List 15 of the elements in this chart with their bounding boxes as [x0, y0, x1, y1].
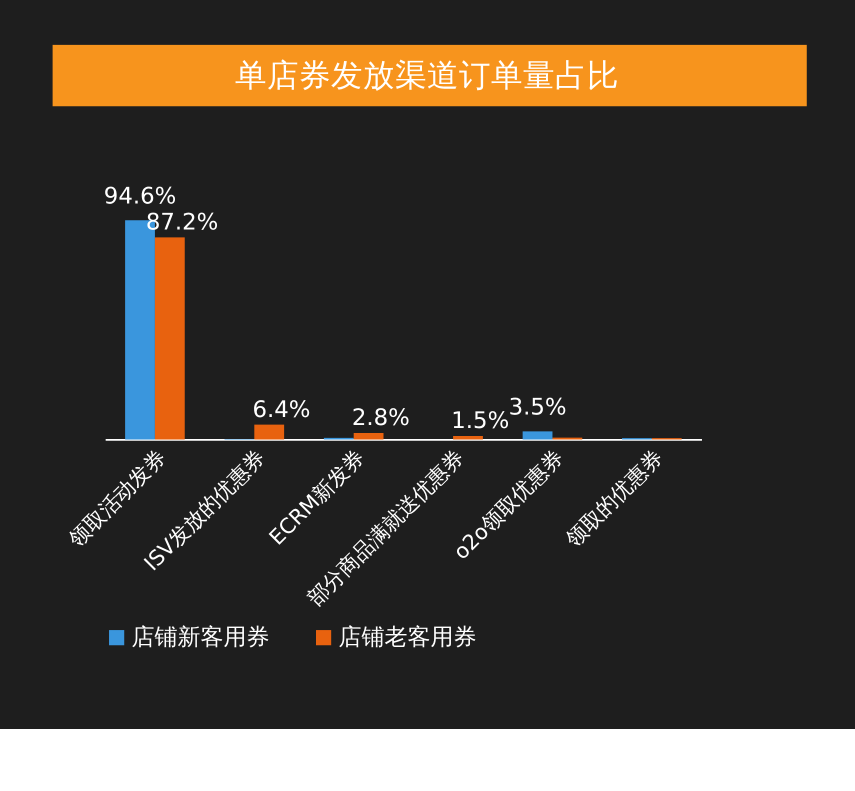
data-label: 6.4% [252, 396, 310, 423]
data-label: 2.8% [352, 405, 410, 432]
x-tick-label: 领取的优惠券 [560, 444, 668, 552]
legend-label: 店铺老客用券 [338, 624, 476, 651]
data-label: 1.5% [451, 408, 510, 434]
bar [354, 432, 384, 440]
bar [154, 237, 185, 440]
bar [254, 424, 284, 440]
data-label: 94.6% [104, 184, 176, 210]
bar [522, 431, 552, 440]
bar [453, 436, 483, 440]
data-label: 87.2% [146, 210, 218, 236]
data-label: 3.5% [508, 394, 567, 421]
legend-label: 店铺新客用券 [132, 624, 270, 651]
chart-title: 单店券发放渠道订单量占比 [235, 58, 620, 94]
